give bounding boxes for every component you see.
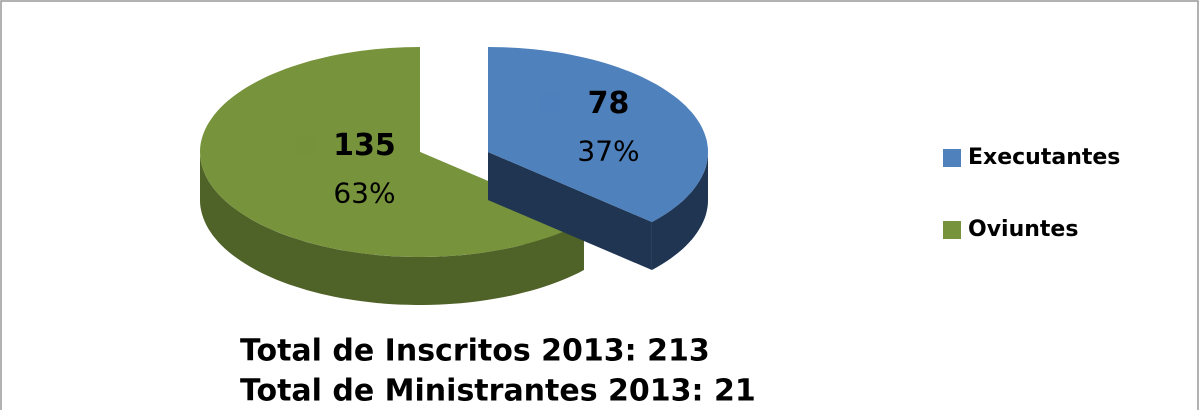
data-label: 135 <box>333 128 396 163</box>
legend-label: Oviuntes <box>968 217 1078 242</box>
legend-swatch <box>943 221 961 239</box>
slice <box>200 47 584 257</box>
label-marker <box>540 94 559 113</box>
data-label: 63% <box>333 177 395 210</box>
slice-side <box>200 152 584 305</box>
label-marker <box>296 136 315 155</box>
data-label: 78 <box>588 86 630 121</box>
legend-label: Executantes <box>968 145 1120 170</box>
slice-face <box>488 152 652 271</box>
annotation: Total de Ministrantes 2013: 21 <box>240 374 756 409</box>
legend-swatch <box>943 149 961 167</box>
slice-side <box>651 152 708 270</box>
data-label: 37% <box>577 134 639 167</box>
slice <box>488 47 708 222</box>
annotation: Total de Inscritos 2013: 213 <box>240 334 710 369</box>
